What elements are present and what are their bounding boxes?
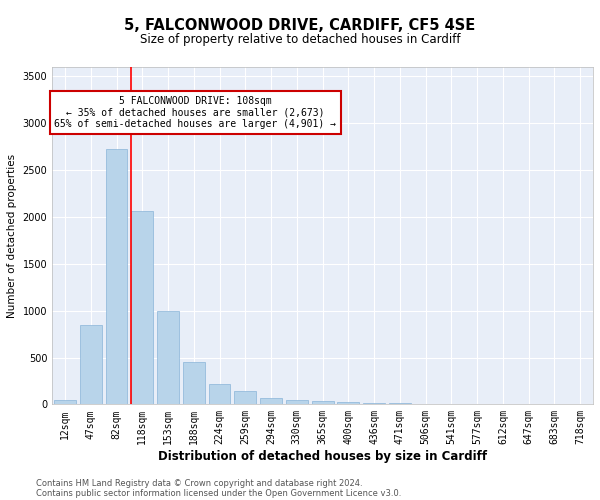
Bar bbox=[363, 402, 385, 404]
Bar bbox=[80, 324, 101, 404]
Text: Contains HM Land Registry data © Crown copyright and database right 2024.: Contains HM Land Registry data © Crown c… bbox=[36, 478, 362, 488]
Text: 5 FALCONWOOD DRIVE: 108sqm
← 35% of detached houses are smaller (2,673)
65% of s: 5 FALCONWOOD DRIVE: 108sqm ← 35% of deta… bbox=[55, 96, 337, 129]
Bar bbox=[286, 400, 308, 404]
Bar bbox=[157, 310, 179, 404]
Text: Size of property relative to detached houses in Cardiff: Size of property relative to detached ho… bbox=[140, 32, 460, 46]
Bar bbox=[131, 212, 153, 404]
Bar bbox=[106, 150, 127, 404]
Text: Contains public sector information licensed under the Open Government Licence v3: Contains public sector information licen… bbox=[36, 488, 401, 498]
X-axis label: Distribution of detached houses by size in Cardiff: Distribution of detached houses by size … bbox=[158, 450, 487, 463]
Text: 5, FALCONWOOD DRIVE, CARDIFF, CF5 4SE: 5, FALCONWOOD DRIVE, CARDIFF, CF5 4SE bbox=[124, 18, 476, 32]
Bar bbox=[337, 402, 359, 404]
Bar bbox=[209, 384, 230, 404]
Bar bbox=[260, 398, 282, 404]
Bar bbox=[183, 362, 205, 405]
Bar bbox=[311, 401, 334, 404]
Bar bbox=[235, 392, 256, 404]
Bar bbox=[54, 400, 76, 404]
Y-axis label: Number of detached properties: Number of detached properties bbox=[7, 154, 17, 318]
